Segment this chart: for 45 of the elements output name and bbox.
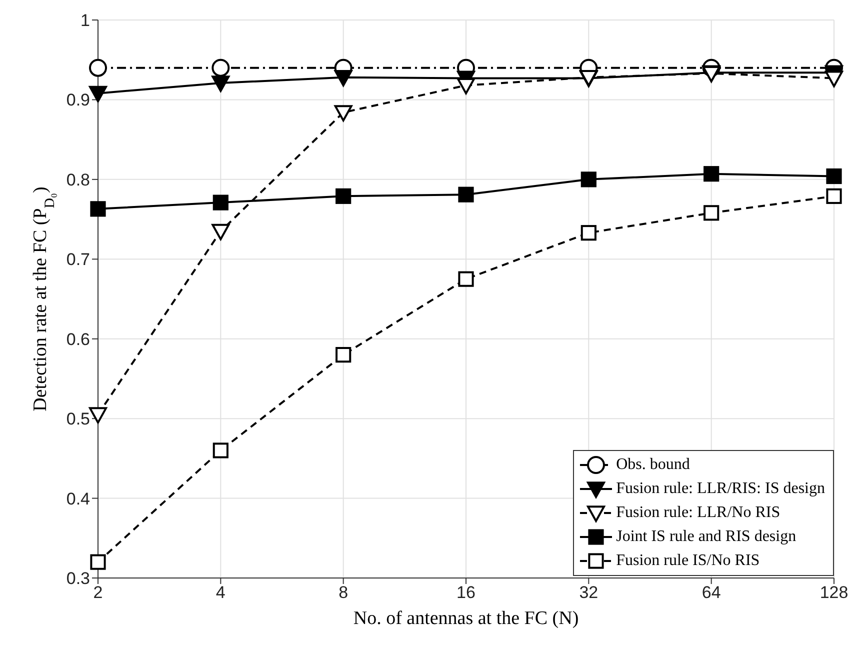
point [826,168,842,184]
point [90,201,106,217]
x-tick-label: 8 [338,583,348,602]
point [704,166,720,182]
y-tick-label: 0.9 [66,90,90,110]
point [580,225,596,241]
x-tick-label: 128 [820,583,848,602]
x-tick-label: 32 [579,583,598,602]
y-tick-label: 0.8 [66,170,90,190]
y-tick-label: 0.6 [66,330,90,349]
point [89,86,107,102]
point [212,194,228,210]
x-tick-label: 16 [456,583,476,602]
x-tick-label: 4 [216,583,226,602]
point [212,224,230,240]
point [336,347,352,363]
x-tick-label: 64 [702,583,721,602]
y-tick-label: 0.7 [66,250,90,270]
point [334,105,352,122]
point [90,554,106,570]
legend-label: Fusion rule IS/No RIS [616,552,760,570]
legend-label: Obs. bound [616,456,690,474]
point [826,188,842,204]
point [457,78,475,94]
y-tick-label: 0.4 [66,489,90,508]
point [458,186,474,202]
point [825,70,843,88]
legend-label: Joint IS rule and RIS design [616,528,796,546]
legend-label: Fusion rule: LLR/No RIS [616,504,780,522]
point [580,172,596,188]
point [212,58,230,77]
x-axis-title: No. of antennas at the FC (N) [353,608,579,629]
point [89,407,107,424]
point [458,271,474,287]
point [212,442,228,458]
legend-label: Fusion rule: LLR/RIS: IS design [616,480,825,498]
point [704,205,720,221]
x-tick-label: 2 [93,583,103,602]
y-tick-label: 0.3 [66,569,90,588]
point [336,188,352,204]
point [212,76,230,92]
point [89,58,107,77]
y-tick-label: 1 [80,11,90,30]
point [334,70,352,86]
y-tick-label: 0.5 [66,410,90,429]
